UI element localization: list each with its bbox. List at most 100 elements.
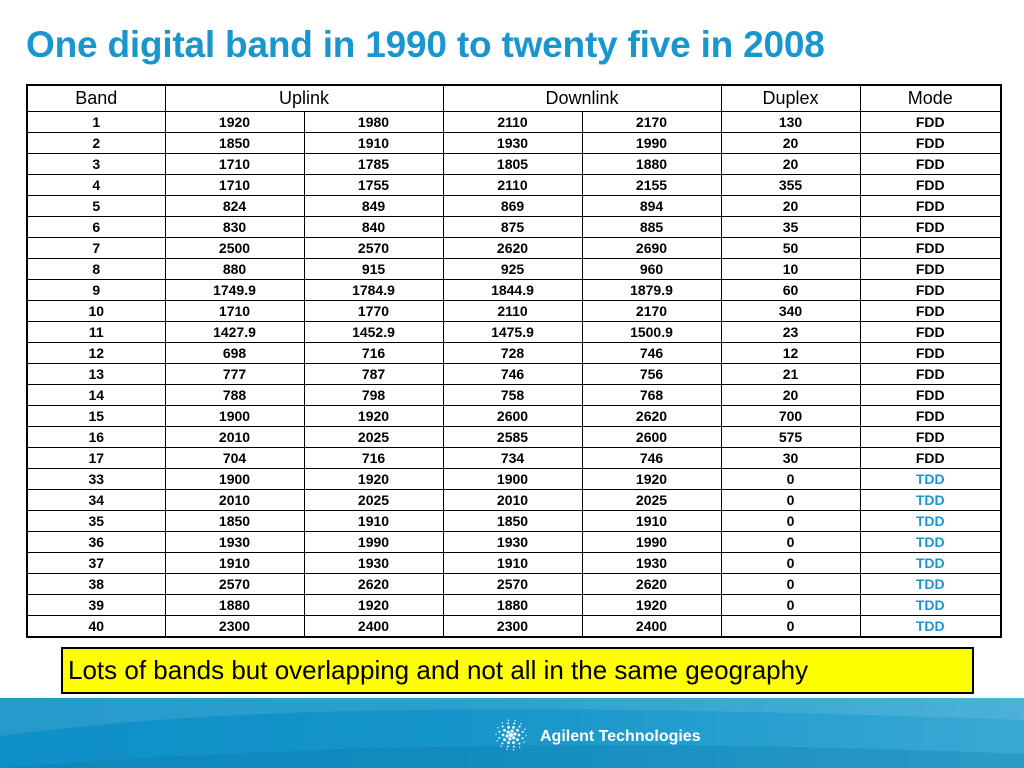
downlink-low-cell: 2300 [442,615,583,638]
table-row: 5 824 849 869 894 20 FDD [26,195,1002,217]
band-cell: 15 [26,405,166,427]
band-cell: 2 [26,132,166,154]
uplink-high-cell: 1785 [303,153,444,175]
table-row: 4 1710 1755 2110 2155 355 FDD [26,174,1002,196]
uplink-high-cell: 1920 [303,405,444,427]
table-row: 35 1850 1910 1850 1910 0 TDD [26,510,1002,532]
downlink-low-cell: 1850 [442,510,583,532]
downlink-low-cell: 1475.9 [442,321,583,343]
uplink-low-cell: 777 [164,363,305,385]
downlink-high-cell: 2690 [581,237,722,259]
downlink-low-cell: 869 [442,195,583,217]
mode-cell: FDD [859,111,1002,133]
duplex-cell: 340 [720,300,861,322]
header-band: Band [26,84,166,112]
downlink-low-cell: 925 [442,258,583,280]
uplink-high-cell: 716 [303,447,444,469]
downlink-low-cell: 746 [442,363,583,385]
uplink-high-cell: 1920 [303,468,444,490]
uplink-high-cell: 2400 [303,615,444,638]
band-cell: 36 [26,531,166,553]
duplex-cell: 0 [720,468,861,490]
band-cell: 11 [26,321,166,343]
mode-cell: FDD [859,237,1002,259]
downlink-low-cell: 875 [442,216,583,238]
mode-cell: FDD [859,258,1002,280]
downlink-low-cell: 2010 [442,489,583,511]
header-uplink: Uplink [164,84,444,112]
table-row: 37 1910 1930 1910 1930 0 TDD [26,552,1002,574]
mode-cell: FDD [859,426,1002,448]
table-row: 34 2010 2025 2010 2025 0 TDD [26,489,1002,511]
band-table: Band Uplink Downlink Duplex Mode 1 1920 19… [26,84,1002,638]
uplink-high-cell: 849 [303,195,444,217]
table-row: 17 704 716 734 746 30 FDD [26,447,1002,469]
table-row: 13 777 787 746 756 21 FDD [26,363,1002,385]
mode-cell: TDD [859,573,1002,595]
duplex-cell: 23 [720,321,861,343]
uplink-low-cell: 2300 [164,615,305,638]
downlink-high-cell: 1880 [581,153,722,175]
uplink-low-cell: 1710 [164,300,305,322]
downlink-low-cell: 2110 [442,300,583,322]
downlink-high-cell: 2400 [581,615,722,638]
duplex-cell: 12 [720,342,861,364]
uplink-low-cell: 1900 [164,468,305,490]
uplink-high-cell: 1930 [303,552,444,574]
downlink-high-cell: 768 [581,384,722,406]
table-row: 33 1900 1920 1900 1920 0 TDD [26,468,1002,490]
mode-cell: FDD [859,153,1002,175]
mode-cell: FDD [859,363,1002,385]
mode-cell: FDD [859,447,1002,469]
table-row: 10 1710 1770 2110 2170 340 FDD [26,300,1002,322]
downlink-high-cell: 756 [581,363,722,385]
mode-cell: FDD [859,216,1002,238]
uplink-high-cell: 2570 [303,237,444,259]
band-cell: 35 [26,510,166,532]
downlink-low-cell: 1930 [442,132,583,154]
mode-cell: TDD [859,468,1002,490]
uplink-high-cell: 1910 [303,510,444,532]
mode-cell: FDD [859,405,1002,427]
duplex-cell: 60 [720,279,861,301]
duplex-cell: 21 [720,363,861,385]
uplink-high-cell: 2620 [303,573,444,595]
table-row: 6 830 840 875 885 35 FDD [26,216,1002,238]
table-row: 11 1427.9 1452.9 1475.9 1500.9 23 FDD [26,321,1002,343]
band-cell: 12 [26,342,166,364]
downlink-low-cell: 2110 [442,174,583,196]
duplex-cell: 20 [720,153,861,175]
downlink-high-cell: 746 [581,447,722,469]
mode-cell: FDD [859,132,1002,154]
mode-cell: TDD [859,594,1002,616]
uplink-low-cell: 1427.9 [164,321,305,343]
downlink-high-cell: 2170 [581,300,722,322]
uplink-low-cell: 2500 [164,237,305,259]
downlink-high-cell: 2155 [581,174,722,196]
agilent-spark-icon [495,719,527,751]
uplink-high-cell: 787 [303,363,444,385]
band-cell: 13 [26,363,166,385]
uplink-low-cell: 2010 [164,489,305,511]
duplex-cell: 0 [720,531,861,553]
table-row: 38 2570 2620 2570 2620 0 TDD [26,573,1002,595]
downlink-high-cell: 1920 [581,594,722,616]
duplex-cell: 20 [720,132,861,154]
mode-cell: FDD [859,195,1002,217]
uplink-low-cell: 830 [164,216,305,238]
footer-bar [0,698,1024,768]
downlink-low-cell: 1900 [442,468,583,490]
uplink-high-cell: 1784.9 [303,279,444,301]
downlink-high-cell: 1930 [581,552,722,574]
band-cell: 37 [26,552,166,574]
duplex-cell: 10 [720,258,861,280]
uplink-low-cell: 1920 [164,111,305,133]
downlink-high-cell: 885 [581,216,722,238]
downlink-high-cell: 1990 [581,531,722,553]
band-cell: 34 [26,489,166,511]
duplex-cell: 0 [720,615,861,638]
duplex-cell: 0 [720,489,861,511]
table-row: 14 788 798 758 768 20 FDD [26,384,1002,406]
band-cell: 33 [26,468,166,490]
uplink-high-cell: 840 [303,216,444,238]
